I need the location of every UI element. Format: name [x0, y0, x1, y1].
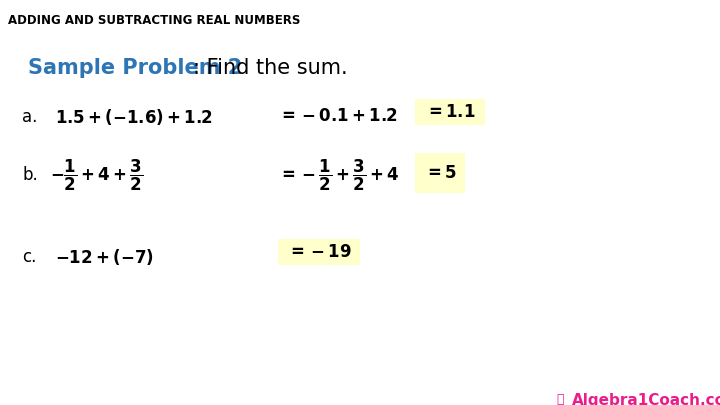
Text: a.: a.	[22, 108, 37, 126]
Text: Sample Problem 2: Sample Problem 2	[28, 58, 242, 78]
FancyBboxPatch shape	[415, 153, 465, 193]
FancyBboxPatch shape	[415, 99, 485, 125]
Text: : Find the sum.: : Find the sum.	[193, 58, 348, 78]
Text: ADDING AND SUBTRACTING REAL NUMBERS: ADDING AND SUBTRACTING REAL NUMBERS	[8, 14, 300, 27]
Text: b.: b.	[22, 166, 37, 184]
Text: $\mathbf{=-\dfrac{1}{2}+\dfrac{3}{2}+4}$: $\mathbf{=-\dfrac{1}{2}+\dfrac{3}{2}+4}$	[278, 158, 400, 193]
Text: 📘: 📘	[557, 393, 569, 405]
Text: $\mathbf{= -19}$: $\mathbf{= -19}$	[287, 243, 351, 261]
Text: $\mathbf{= 1.1}$: $\mathbf{= 1.1}$	[425, 103, 475, 121]
Text: $\mathbf{-12 + (-7)}$: $\mathbf{-12 + (-7)}$	[55, 247, 153, 267]
Text: $\mathbf{1.5 + (-1.6) + 1.2}$: $\mathbf{1.5 + (-1.6) + 1.2}$	[55, 107, 213, 127]
FancyBboxPatch shape	[278, 239, 360, 265]
Text: $\mathbf{= 5}$: $\mathbf{= 5}$	[423, 164, 456, 182]
Text: $\mathbf{= -0.1 + 1.2}$: $\mathbf{= -0.1 + 1.2}$	[278, 107, 398, 125]
Text: $\mathbf{-\dfrac{1}{2}+4+\dfrac{3}{2}}$: $\mathbf{-\dfrac{1}{2}+4+\dfrac{3}{2}}$	[50, 158, 143, 193]
Text: c.: c.	[22, 248, 37, 266]
Text: Algebra1Coach.com: Algebra1Coach.com	[572, 393, 720, 405]
